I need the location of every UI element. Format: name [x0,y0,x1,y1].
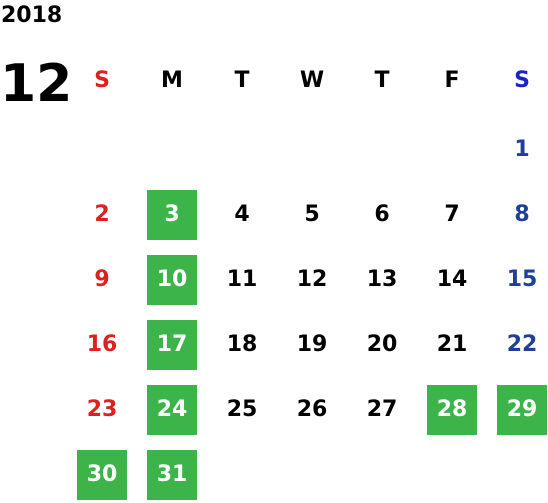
day-30[interactable]: 30 [77,450,127,500]
day-28[interactable]: 28 [427,385,477,435]
day-29[interactable]: 29 [497,385,547,435]
day-10[interactable]: 10 [147,255,197,305]
weekday-sat: S [514,68,530,93]
day-2[interactable]: 2 [94,202,110,227]
weekday-fri: F [444,68,460,93]
day-5[interactable]: 5 [304,202,320,227]
weekday-thu: T [374,68,390,93]
day-11[interactable]: 11 [226,267,258,292]
month-label: 12 [0,54,73,114]
day-20[interactable]: 20 [366,332,398,357]
day-27[interactable]: 27 [366,397,398,422]
day-7[interactable]: 7 [444,202,460,227]
day-9[interactable]: 9 [94,267,110,292]
day-8[interactable]: 8 [514,202,530,227]
day-6[interactable]: 6 [374,202,390,227]
day-23[interactable]: 23 [86,397,118,422]
day-17[interactable]: 17 [147,320,197,370]
day-24[interactable]: 24 [147,385,197,435]
weekday-mon: M [161,68,183,93]
weekday-wed: W [299,68,325,93]
day-13[interactable]: 13 [366,267,398,292]
day-31[interactable]: 31 [147,450,197,500]
day-15[interactable]: 15 [506,267,538,292]
day-1[interactable]: 1 [514,137,530,162]
day-12[interactable]: 12 [296,267,328,292]
day-19[interactable]: 19 [296,332,328,357]
day-14[interactable]: 14 [436,267,468,292]
day-22[interactable]: 22 [506,332,538,357]
year-label: 2018 [1,3,63,28]
weekday-tue: T [234,68,250,93]
day-3[interactable]: 3 [147,190,197,240]
weekday-sun: S [94,68,110,93]
day-16[interactable]: 16 [86,332,118,357]
day-21[interactable]: 21 [436,332,468,357]
day-18[interactable]: 18 [226,332,258,357]
day-4[interactable]: 4 [234,202,250,227]
day-25[interactable]: 25 [226,397,258,422]
day-26[interactable]: 26 [296,397,328,422]
